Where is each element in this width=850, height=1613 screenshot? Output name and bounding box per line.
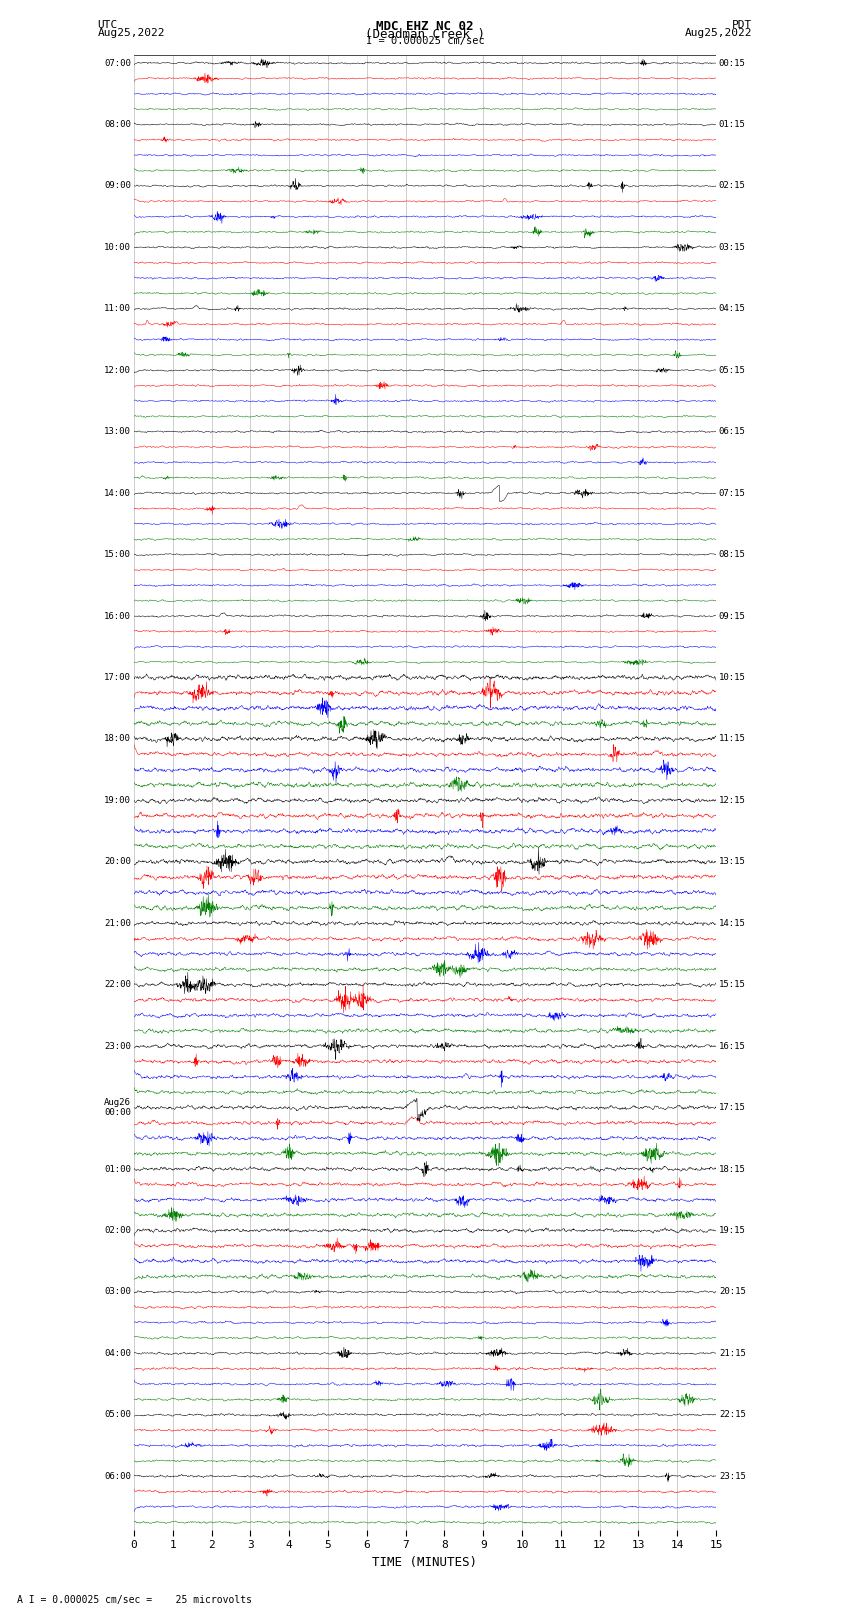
Text: A I = 0.000025 cm/sec =    25 microvolts: A I = 0.000025 cm/sec = 25 microvolts: [17, 1595, 252, 1605]
Text: PDT: PDT: [732, 19, 752, 31]
Text: UTC: UTC: [98, 19, 118, 31]
Text: MDC EHZ NC 02: MDC EHZ NC 02: [377, 19, 473, 34]
Text: Aug25,2022: Aug25,2022: [685, 29, 752, 39]
Text: I = 0.000025 cm/sec: I = 0.000025 cm/sec: [366, 37, 484, 47]
Text: (Deadman Creek ): (Deadman Creek ): [365, 29, 485, 42]
Text: Aug25,2022: Aug25,2022: [98, 29, 165, 39]
X-axis label: TIME (MINUTES): TIME (MINUTES): [372, 1557, 478, 1569]
